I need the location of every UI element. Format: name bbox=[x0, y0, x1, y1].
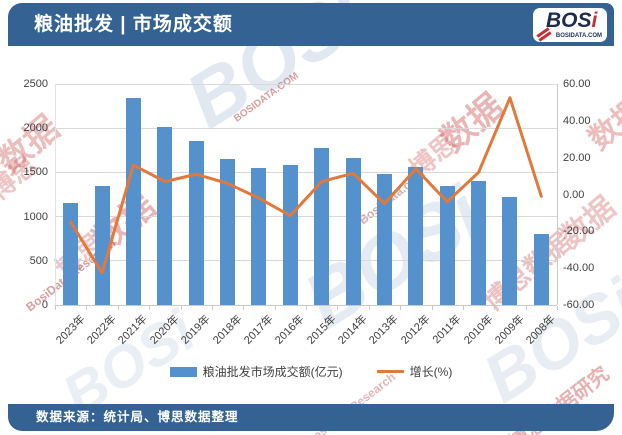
left-axis-tick-label: 0 bbox=[41, 299, 48, 311]
x-axis-tick bbox=[211, 306, 213, 310]
x-axis-tick bbox=[243, 306, 245, 310]
x-axis-tick bbox=[431, 306, 433, 310]
x-axis-category-label: 2012年 bbox=[398, 313, 433, 347]
bar bbox=[345, 158, 361, 305]
bosi-logo-wordmark: BOSi bbox=[546, 9, 598, 32]
x-axis-category-label: 2017年 bbox=[241, 313, 276, 347]
x-axis-tick bbox=[557, 306, 558, 310]
x-axis-tick bbox=[117, 306, 119, 310]
x-axis-category-label: 2014年 bbox=[336, 313, 370, 347]
bar bbox=[408, 167, 424, 305]
x-axis-tick bbox=[462, 306, 464, 310]
right-axis-tick-label: 60.00 bbox=[563, 78, 591, 90]
bar bbox=[439, 185, 455, 305]
x-axis-category-label: 2019年 bbox=[179, 313, 213, 347]
x-axis-tick bbox=[494, 306, 496, 310]
x-axis-tick bbox=[149, 306, 151, 310]
line-series-swatch bbox=[376, 369, 404, 374]
x-axis-tick bbox=[400, 306, 402, 310]
right-axis-tick-label: 20.00 bbox=[563, 151, 591, 164]
right-axis-line bbox=[557, 84, 558, 305]
x-axis-category-label: 2018年 bbox=[210, 313, 245, 347]
x-axis-category-label: 2008年 bbox=[524, 313, 558, 347]
legend-item-bar-series: 粮油批发市场成交额(亿元) bbox=[169, 363, 343, 380]
left-axis-tick-label: 500 bbox=[29, 254, 48, 267]
right-axis-tick-label: 40.00 bbox=[563, 114, 591, 127]
bar-series-label: 粮油批发市场成交额(亿元) bbox=[202, 365, 343, 379]
x-axis-category-label: 2016年 bbox=[273, 313, 307, 347]
bar bbox=[533, 234, 549, 305]
line-series-label: 增长(%) bbox=[409, 365, 453, 379]
right-axis-tick-label: -60.00 bbox=[563, 299, 595, 311]
left-axis-tick-label: 2000 bbox=[23, 122, 48, 135]
x-axis-category-label: 2021年 bbox=[116, 313, 151, 347]
x-axis-tick bbox=[368, 306, 370, 310]
bar bbox=[125, 98, 141, 305]
right-axis-tick-label: -20.00 bbox=[563, 225, 595, 238]
left-axis-tick-label: 1500 bbox=[23, 166, 48, 179]
x-axis-tick bbox=[274, 306, 276, 310]
bar bbox=[188, 140, 204, 305]
data-source-note: 数据来源：统计局、博思数据整理 bbox=[36, 410, 239, 424]
bar bbox=[502, 197, 518, 305]
header-band: 粮油批发 | 市场成交额 BOSi BOSIDATA.COM bbox=[8, 3, 614, 46]
bar bbox=[220, 159, 236, 305]
x-axis-category-label: 2020年 bbox=[147, 313, 182, 347]
right-axis-tick-label: -40.00 bbox=[563, 262, 595, 275]
bosi-logo: BOSi BOSIDATA.COM bbox=[533, 8, 607, 42]
x-axis-tick bbox=[55, 306, 56, 310]
x-axis-category-label: 2011年 bbox=[430, 313, 464, 347]
x-axis-tick bbox=[86, 306, 88, 310]
bar bbox=[471, 181, 487, 305]
footer-band: 数据来源：统计局、博思数据整理 bbox=[8, 404, 614, 431]
bosi-logo-domain: BOSIDATA.COM bbox=[555, 33, 602, 39]
bar-series-swatch bbox=[169, 366, 197, 377]
bar bbox=[157, 127, 173, 305]
bar bbox=[94, 185, 110, 305]
x-axis-tick bbox=[306, 306, 307, 310]
x-axis-tick bbox=[525, 306, 527, 310]
bar bbox=[314, 147, 330, 305]
page-title: 粮油批发 | 市场成交额 bbox=[34, 14, 233, 35]
x-axis-tick bbox=[180, 306, 182, 310]
right-axis-tick-label: 0.00 bbox=[563, 188, 585, 201]
bar bbox=[251, 167, 267, 305]
x-axis-line bbox=[55, 305, 557, 306]
logo-i-dot: i bbox=[591, 9, 598, 32]
x-axis-category-label: 2009年 bbox=[492, 313, 527, 347]
bar bbox=[63, 203, 79, 305]
x-axis-category-label: 2013年 bbox=[367, 313, 402, 347]
left-axis-tick-label: 2500 bbox=[23, 78, 48, 90]
x-axis-category-label: 2023年 bbox=[53, 313, 88, 347]
left-axis-line bbox=[55, 84, 56, 305]
x-axis-category-label: 2010年 bbox=[461, 313, 496, 347]
grid-line bbox=[55, 83, 557, 85]
x-axis-category-label: 2015年 bbox=[304, 313, 339, 347]
x-axis-category-label: 2022年 bbox=[85, 313, 119, 347]
legend-item-line-series: 增长(%) bbox=[376, 363, 453, 380]
left-axis-tick-label: 1000 bbox=[23, 210, 48, 223]
chart-legend: 粮油批发市场成交额(亿元) 增长(%) bbox=[0, 363, 622, 380]
x-axis-tick bbox=[337, 306, 339, 310]
bar bbox=[282, 165, 298, 305]
bar bbox=[376, 174, 392, 305]
